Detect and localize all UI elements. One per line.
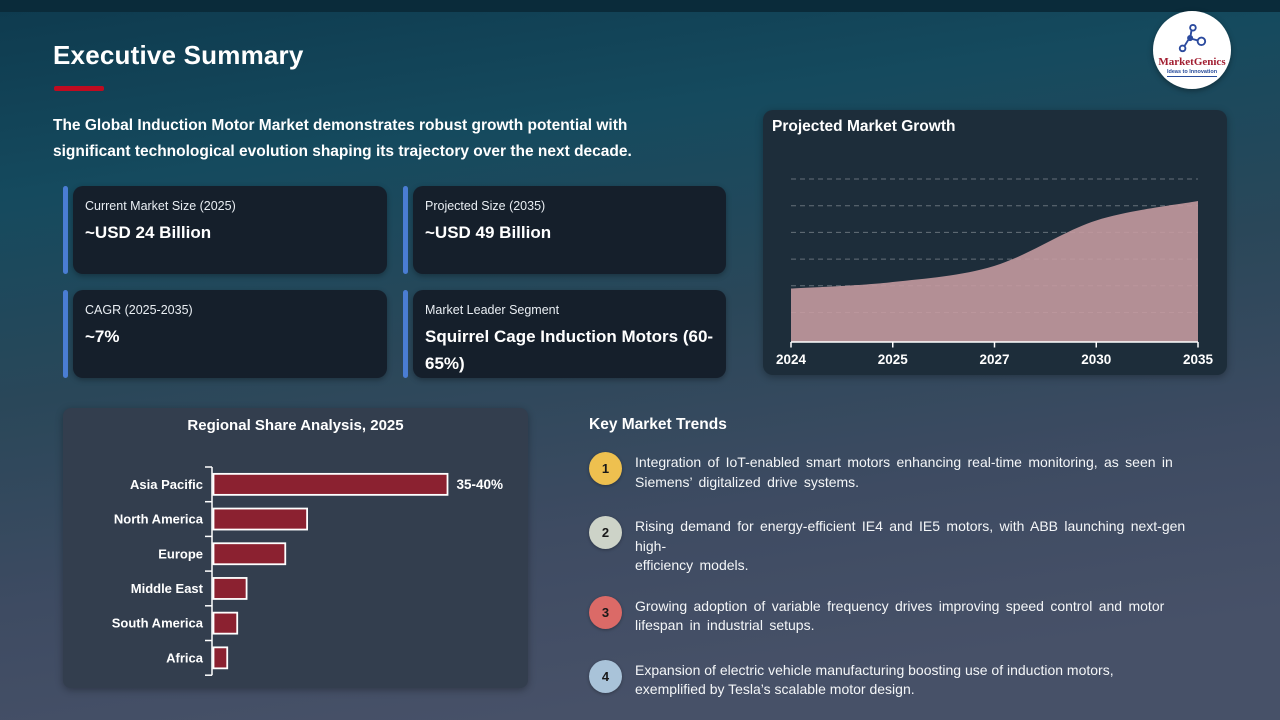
stat-card-accent (403, 186, 408, 274)
projected-market-growth-chart: 2024 2025 2027 2030 2035 (776, 178, 1214, 367)
stat-value: Squirrel Cage Induction Motors (60-65%) (425, 327, 714, 373)
key-market-trends: Key Market Trends 1 Integration of IoT-e… (589, 410, 1221, 720)
bar-category-label: Africa (166, 650, 204, 665)
x-tick-label: 2025 (878, 352, 909, 367)
bar-middle-east (212, 577, 248, 600)
stat-value: ~USD 24 Billion (85, 223, 212, 242)
stat-label: Current Market Size (2025) (85, 199, 236, 213)
stat-card-cagr: CAGR (2025-2035) ~7% (63, 290, 387, 378)
bar-category-label: North America (114, 512, 204, 527)
x-tick-label: 2027 (979, 352, 1009, 367)
title-underline (54, 86, 104, 91)
stat-card-accent (63, 290, 68, 378)
stat-label: Projected Size (2035) (425, 199, 546, 213)
bar-europe (212, 542, 287, 566)
growth-chart-title: Projected Market Growth (772, 118, 956, 135)
bar-category-label: Middle East (131, 581, 204, 596)
trend-number-badge: 4 (589, 659, 622, 693)
trend-item-1: 1 Integration of IoT-enabled smart motor… (589, 452, 1221, 496)
regional-share-card: Asia Pacific 35-40% North America Europe Mid… (63, 408, 528, 688)
bar-asia-pacific (212, 472, 449, 496)
regional-share-bar-chart: Asia Pacific 35-40% North America Europe Mid… (112, 466, 504, 676)
x-tick-label: 2030 (1081, 352, 1111, 367)
bar-africa (212, 646, 229, 670)
stat-value: ~USD 49 Billion (425, 223, 552, 242)
stats-grid: Current Market Size (2025) ~USD 24 Billi… (63, 186, 726, 378)
trend-text: Growing adoption of variable frequency d… (635, 597, 1165, 634)
stat-label: Market Leader Segment (425, 303, 560, 317)
trend-number-badge: 1 (589, 452, 622, 485)
stat-card-accent (63, 186, 68, 274)
trend-text: Rising demand for energy-efficient IE4 a… (635, 518, 1186, 573)
trend-text: Integration of IoT-enabled smart motors … (635, 454, 1173, 490)
trends-heading: Key Market Trends (589, 416, 727, 433)
marketgenics-logo: MarketGenics Ideas to Innovation (1153, 11, 1231, 89)
trend-number-badge: 2 (589, 516, 622, 549)
x-tick-label: 2035 (1183, 352, 1214, 367)
logo-tagline-text: Ideas to Innovation (1166, 69, 1218, 77)
stat-card-current-size: Current Market Size (2025) ~USD 24 Billi… (63, 186, 387, 274)
regional-chart-title: Regional Share Analysis, 2025 (187, 417, 404, 434)
trend-number-badge: 3 (589, 595, 622, 629)
projected-market-growth-card: 2024 2025 2027 2030 2035 Projected Market Gr… (763, 110, 1227, 375)
stat-value: ~7% (85, 327, 120, 346)
stat-card-accent (403, 290, 408, 378)
logo-brand-text: MarketGenics (1158, 56, 1226, 68)
trend-item-2: 2 Rising demand for energy-efficient IE4… (589, 516, 1221, 576)
bar-category-label: Asia Pacific (130, 477, 203, 492)
page-title: Executive Summary (53, 40, 304, 70)
molecule-icon (1178, 23, 1207, 53)
bar-north-america (212, 507, 308, 531)
bar-value-label: 35-40% (457, 477, 504, 492)
intro-paragraph: The Global Induction Motor Market demons… (53, 117, 632, 160)
stat-card-projected-size: Projected Size (2035) ~USD 49 Billion (403, 186, 726, 274)
stat-label: CAGR (2025-2035) (85, 303, 193, 317)
area-series (791, 201, 1198, 342)
trend-text: Expansion of electric vehicle manufactur… (635, 661, 1114, 698)
bar-category-label: South America (112, 616, 204, 631)
bar-south-america (212, 611, 239, 635)
x-tick-label: 2024 (776, 352, 807, 367)
top-strip (0, 0, 1280, 12)
bar-category-label: Europe (158, 546, 203, 561)
stat-card-leader-segment: Market Leader Segment Squirrel Cage Indu… (403, 290, 726, 378)
trend-item-4: 4 Expansion of electric vehicle manufact… (589, 659, 1221, 704)
trend-item-3: 3 Growing adoption of variable frequency… (589, 595, 1221, 640)
